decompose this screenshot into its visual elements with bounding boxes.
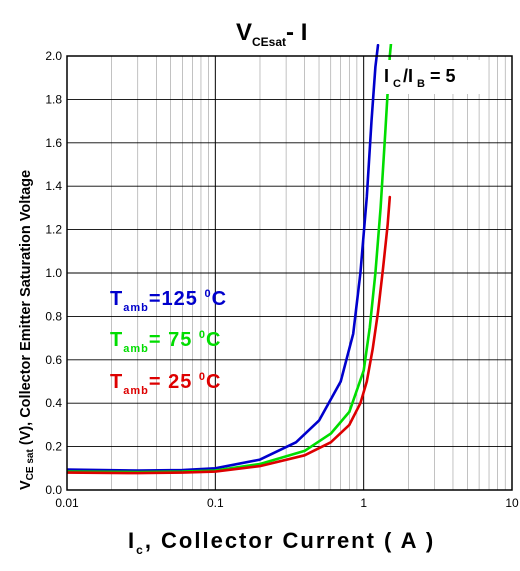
y-tick-label: 0.2	[45, 440, 62, 454]
annot-main: I	[384, 66, 389, 86]
x-axis-label: Ic, Collector Current ( A )	[128, 528, 435, 557]
series-line-0	[67, 44, 380, 472]
legend-25-sub: amb	[123, 385, 149, 397]
legend-entry-75: Tamb= 75 0C	[110, 329, 221, 355]
legend-25-deg: 0	[199, 371, 206, 383]
data-series	[67, 44, 393, 475]
legend-125-main: T	[110, 288, 123, 310]
annot-sub2: B	[417, 78, 425, 90]
y-tick-label: 1.2	[45, 223, 62, 237]
y-tick-label: 1.4	[45, 179, 62, 193]
ratio-annotation: I C/I B = 5	[378, 60, 482, 94]
series-line-1	[67, 44, 393, 474]
x-tick-label: 0.01	[55, 496, 79, 510]
legend-125-deg: 0	[204, 288, 211, 300]
x-axis-label-main: I	[128, 528, 136, 553]
chart-title-main: V	[236, 19, 252, 46]
legend-entry-125: Tamb=125 0C	[110, 288, 227, 314]
y-axis-label-main: V	[18, 480, 34, 490]
annot-suffix: = 5	[425, 66, 456, 86]
ratio-annotation-text: I C/I B = 5	[384, 66, 455, 90]
legend-entry-25: Tamb= 25 0C	[110, 371, 221, 397]
x-axis-label-sub: c	[136, 543, 145, 557]
y-tick-label: 0.6	[45, 353, 62, 367]
legend-75-deg: 0	[199, 329, 206, 341]
legend: Tamb=125 0C Tamb= 75 0C Tamb= 25 0C	[110, 288, 227, 397]
legend-75-value: = 75	[149, 329, 199, 351]
y-tick-label: 0.8	[45, 309, 62, 323]
y-axis-label-sub: CE sat	[25, 449, 36, 481]
y-tick-label: 0.0	[45, 483, 62, 497]
legend-75-main: T	[110, 329, 123, 351]
plot-frame	[66, 55, 513, 491]
y-tick-label: 0.4	[45, 396, 62, 410]
x-axis-label-suffix: , Collector Current ( A )	[145, 528, 435, 553]
y-tick-label: 1.8	[45, 92, 62, 106]
y-tick-label: 1.6	[45, 136, 62, 150]
annot-sub1: C	[393, 78, 401, 90]
chart-title-sub: CEsat	[252, 35, 286, 49]
x-tick-label: 10	[505, 496, 519, 510]
x-tick-label: 1	[360, 496, 367, 510]
tick-labels: 0.0 0.2 0.4 0.6 0.8 1.0 1.2 1.4 1.6 1.8 2.0 0.01 0.1…	[45, 49, 519, 510]
chart-title: VCEsat- I	[236, 19, 307, 49]
x-tick-label: 0.1	[207, 496, 224, 510]
ratio-annotation-box	[378, 60, 482, 94]
legend-25-main: T	[110, 371, 123, 393]
y-axis-label: VCE sat (V), Collector Emitter Saturatio…	[18, 170, 36, 490]
legend-125-sub: amb	[123, 302, 149, 314]
y-tick-label: 2.0	[45, 49, 62, 63]
chart-title-suffix: - I	[286, 19, 307, 46]
legend-75-unit: C	[206, 329, 221, 351]
annot-mid: /I	[403, 66, 413, 86]
legend-75-sub: amb	[123, 343, 149, 355]
y-axis-label-suffix: (V), Collector Emitter Saturation Voltag…	[18, 170, 34, 449]
legend-25-value: = 25	[149, 371, 199, 393]
legend-125-unit: C	[212, 288, 227, 310]
grid-lines	[66, 55, 512, 491]
series-line-2	[67, 195, 392, 475]
legend-125-value: =125	[149, 288, 205, 310]
legend-25-unit: C	[206, 371, 221, 393]
y-tick-label: 1.0	[45, 266, 62, 280]
